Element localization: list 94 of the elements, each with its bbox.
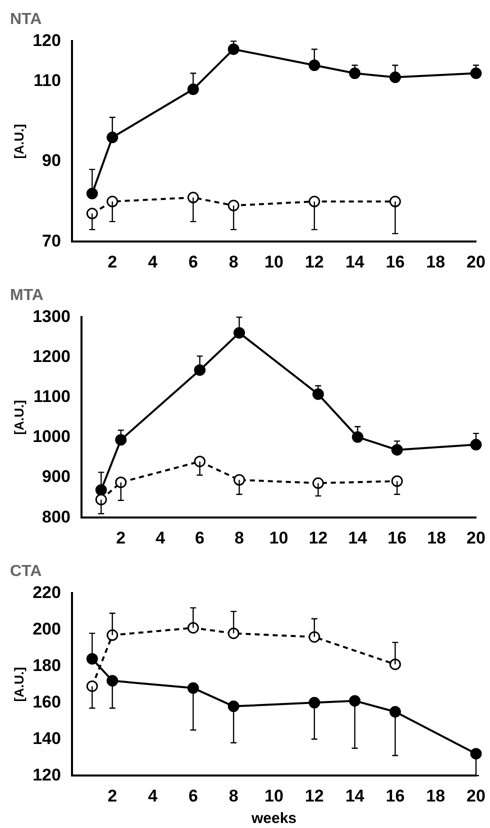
x-tick-label: 10 — [264, 252, 284, 272]
point — [391, 444, 403, 456]
point — [391, 475, 403, 487]
point — [187, 192, 199, 204]
point — [194, 364, 206, 376]
y-tick-label: 1300 — [32, 306, 70, 326]
chart-title: NTA — [10, 11, 42, 28]
point — [95, 494, 107, 506]
y-tick-label: 200 — [32, 619, 61, 638]
chart-title: CTA — [10, 563, 42, 580]
x-tick-label: 8 — [228, 252, 238, 272]
point — [228, 200, 240, 212]
x-tick-label: 6 — [188, 786, 198, 806]
point — [187, 622, 199, 634]
point — [194, 456, 206, 468]
point — [115, 434, 127, 446]
y-tick-label: 110 — [34, 70, 61, 90]
x-tick-label: 6 — [195, 528, 205, 548]
point — [86, 208, 98, 220]
x-tick-label: 18 — [426, 786, 446, 806]
x-tick-label: 14 — [345, 786, 365, 806]
point — [187, 682, 199, 694]
point — [470, 68, 482, 80]
point — [349, 68, 361, 80]
y-tick-label: 1000 — [32, 427, 70, 446]
x-tick-label: 16 — [388, 528, 407, 548]
point — [470, 748, 482, 760]
y-tick-label: 90 — [42, 151, 61, 170]
chart-title: MTA — [10, 287, 44, 304]
point — [308, 631, 320, 643]
y-axis-title: [A.U.] — [11, 124, 26, 159]
x-tick-label: 20 — [466, 528, 486, 548]
point — [106, 675, 118, 686]
point — [228, 43, 240, 55]
point — [308, 696, 320, 708]
x-tick-label: 2 — [116, 528, 126, 548]
x-tick-label: 20 — [466, 786, 486, 806]
y-tick-label: 120 — [32, 30, 61, 50]
x-tick-label: 18 — [427, 528, 446, 548]
y-tick-label: 800 — [42, 507, 70, 526]
x-tick-label: 14 — [348, 528, 368, 548]
x-tick-label: 12 — [304, 786, 324, 806]
x-tick-label: 12 — [308, 528, 328, 548]
point — [115, 476, 127, 488]
point — [389, 658, 401, 670]
point — [106, 196, 118, 208]
x-tick-label: 20 — [466, 252, 486, 272]
x-tick-label: 16 — [386, 252, 405, 272]
x-tick-label: 2 — [108, 786, 118, 806]
x-tick-label: 16 — [386, 786, 405, 806]
x-tick-label: 8 — [234, 528, 244, 548]
point — [106, 132, 118, 144]
point — [86, 188, 98, 200]
point — [308, 60, 320, 71]
x-tick-label: 14 — [345, 252, 365, 272]
point — [234, 327, 245, 339]
y-axis-title: [A.U.] — [11, 667, 26, 702]
point — [106, 629, 118, 641]
x-tick-label: 10 — [264, 786, 284, 806]
x-tick-label: 12 — [304, 252, 324, 272]
x-tick-label: 6 — [188, 252, 198, 272]
point — [389, 196, 401, 208]
point — [389, 72, 401, 84]
x-tick-label: 10 — [269, 528, 288, 548]
point — [312, 477, 324, 489]
point — [352, 431, 364, 443]
x-tick-label: 18 — [426, 252, 446, 272]
y-tick-label: 1200 — [32, 346, 70, 366]
point — [234, 474, 245, 486]
point — [470, 438, 482, 450]
point — [86, 653, 98, 665]
point — [312, 388, 324, 400]
point — [86, 680, 98, 692]
x-axis-title: weeks — [250, 810, 297, 828]
point — [187, 84, 199, 96]
y-tick-label: 1100 — [34, 387, 70, 406]
x-tick-label: 2 — [108, 252, 118, 272]
y-tick-label: 160 — [32, 692, 61, 712]
y-tick-label: 140 — [32, 728, 61, 748]
x-tick-label: 4 — [148, 786, 158, 806]
point — [228, 700, 240, 712]
y-tick-label: 70 — [42, 231, 61, 250]
y-axis-title: [A.U.] — [11, 400, 26, 435]
point — [308, 196, 320, 208]
point — [349, 695, 361, 707]
point — [228, 628, 240, 640]
y-tick-label: 220 — [32, 582, 61, 602]
x-tick-label: 8 — [228, 786, 238, 806]
y-tick-label: 120 — [32, 765, 61, 784]
y-tick-label: 180 — [32, 656, 61, 675]
point — [389, 706, 401, 718]
y-tick-label: 900 — [42, 467, 70, 486]
x-tick-label: 4 — [148, 252, 158, 272]
x-tick-label: 4 — [156, 528, 166, 548]
